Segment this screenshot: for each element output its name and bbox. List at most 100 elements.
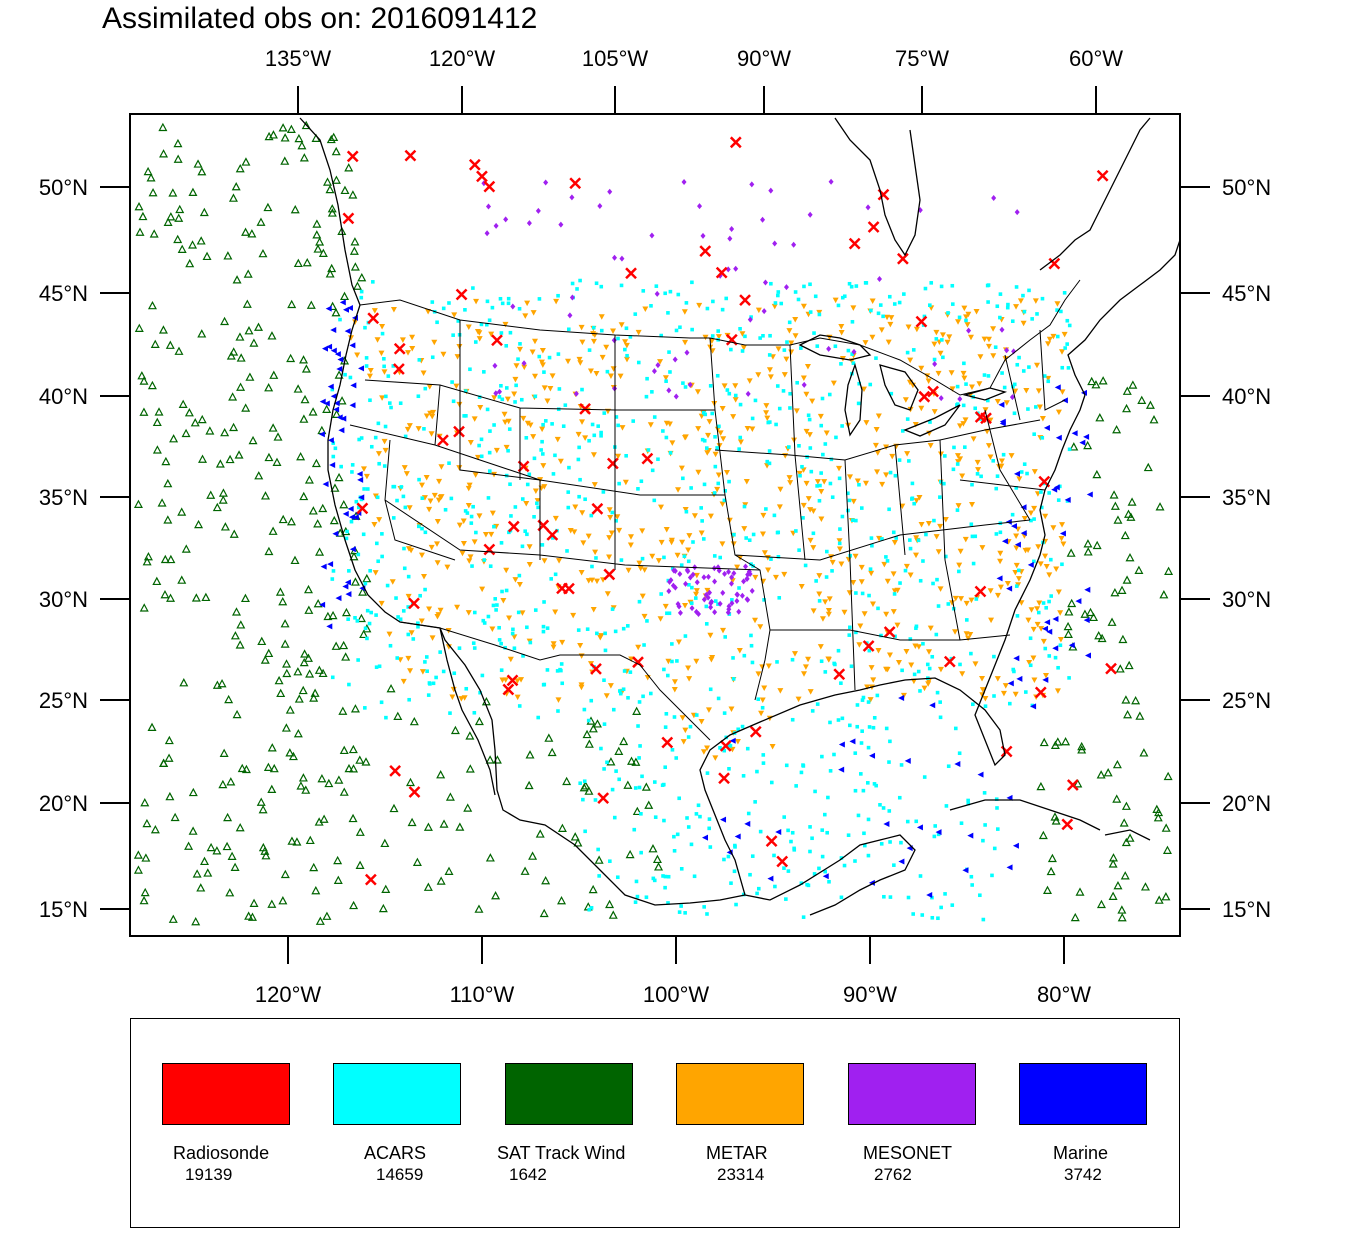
mesonet-marker	[727, 235, 733, 242]
sat-track-wind-marker	[1149, 415, 1159, 424]
acars-marker	[814, 579, 818, 583]
acars-marker	[950, 283, 955, 288]
acars-marker	[769, 780, 774, 785]
acars-marker	[542, 600, 546, 604]
metar-marker	[759, 531, 766, 538]
acars-marker	[518, 342, 522, 346]
marine-marker	[838, 766, 845, 773]
mesonet-marker	[731, 570, 737, 577]
acars-marker	[900, 668, 904, 673]
acars-marker	[468, 367, 472, 372]
acars-marker	[1047, 491, 1051, 495]
sat-track-wind-marker	[177, 575, 187, 584]
bottom-tick-label: 110°W	[450, 982, 515, 1007]
acars-marker	[504, 386, 509, 390]
metar-marker	[1017, 298, 1024, 304]
metar-marker	[874, 450, 881, 456]
marine-marker	[926, 892, 933, 899]
acars-marker	[828, 481, 833, 486]
metar-marker	[399, 337, 406, 343]
mesonet-marker	[573, 390, 579, 397]
sat-track-wind-marker	[1107, 617, 1117, 626]
acars-marker	[683, 385, 688, 389]
sat-track-wind-marker	[648, 844, 658, 853]
sat-track-wind-marker	[232, 275, 242, 284]
metar-marker	[475, 454, 482, 461]
metar-marker	[555, 697, 562, 703]
acars-marker	[884, 555, 888, 559]
acars-marker	[525, 625, 529, 630]
marine-marker	[962, 867, 969, 874]
acars-marker	[936, 832, 941, 837]
metar-marker	[407, 668, 414, 674]
sat-track-wind-marker	[253, 322, 264, 331]
metar-marker	[1004, 581, 1011, 587]
acars-marker	[772, 513, 777, 518]
acars-marker	[520, 544, 525, 549]
legend-label: MESONET	[863, 1143, 953, 1163]
acars-marker	[717, 424, 721, 429]
metar-marker	[567, 528, 574, 534]
yucatan-coastline	[744, 834, 916, 916]
sat-track-wind-marker	[212, 502, 222, 512]
metar-marker	[371, 308, 378, 314]
marine-marker	[327, 437, 334, 444]
mesonet-marker	[725, 266, 731, 273]
radiosonde-marker	[491, 334, 503, 347]
metar-marker	[888, 315, 895, 321]
acars-marker	[792, 848, 797, 852]
sat-track-wind-marker	[1125, 833, 1135, 842]
metar-marker	[752, 617, 759, 624]
acars-marker	[993, 345, 998, 350]
legend-swatch-radiosonde	[162, 1063, 290, 1125]
sat-track-wind-marker	[280, 869, 290, 879]
acars-marker	[394, 596, 398, 600]
metar-marker	[597, 635, 604, 641]
acars-marker	[994, 797, 999, 801]
sat-track-wind-marker	[1117, 585, 1127, 594]
acars-marker	[942, 481, 946, 486]
acars-marker	[1024, 690, 1028, 694]
sat-track-wind-marker	[584, 786, 594, 795]
metar-marker	[614, 514, 621, 520]
acars-marker	[537, 297, 542, 301]
marine-marker	[999, 420, 1006, 427]
metar-marker	[715, 472, 722, 478]
metar-marker	[805, 496, 812, 502]
acars-marker	[713, 599, 718, 603]
acars-marker	[639, 850, 643, 855]
sat-track-wind-marker	[175, 204, 185, 214]
acars-marker	[469, 521, 474, 525]
mesonet-marker	[697, 203, 703, 210]
sat-track-wind-marker	[1039, 737, 1049, 747]
sat-track-wind-marker	[625, 849, 635, 859]
metar-marker	[590, 338, 597, 345]
metar-marker	[591, 482, 598, 488]
sat-track-wind-marker	[1154, 895, 1164, 904]
metar-marker	[556, 558, 563, 564]
acars-marker	[654, 284, 659, 288]
sat-track-wind-marker	[349, 900, 359, 910]
metar-marker	[838, 329, 845, 336]
metar-marker	[642, 306, 649, 312]
sat-track-wind-marker	[644, 800, 654, 809]
acars-marker	[869, 536, 874, 540]
sat-track-wind-marker	[264, 452, 274, 462]
metar-marker	[694, 389, 701, 395]
acars-marker	[861, 695, 866, 700]
metar-marker	[466, 482, 473, 489]
acars-marker	[661, 429, 665, 433]
right-tick-label: 40°N	[1222, 384, 1271, 409]
acars-marker	[758, 336, 762, 340]
acars-marker	[881, 806, 886, 810]
sat-track-wind-marker	[1108, 853, 1118, 862]
acars-marker	[723, 489, 728, 493]
metar-marker	[472, 472, 479, 478]
metar-marker	[1045, 375, 1052, 382]
metar-marker	[658, 539, 665, 546]
acars-marker	[541, 422, 545, 427]
acars-marker	[729, 347, 733, 352]
acars-marker	[722, 857, 726, 862]
metar-marker	[674, 552, 681, 559]
marine-marker	[342, 510, 349, 517]
